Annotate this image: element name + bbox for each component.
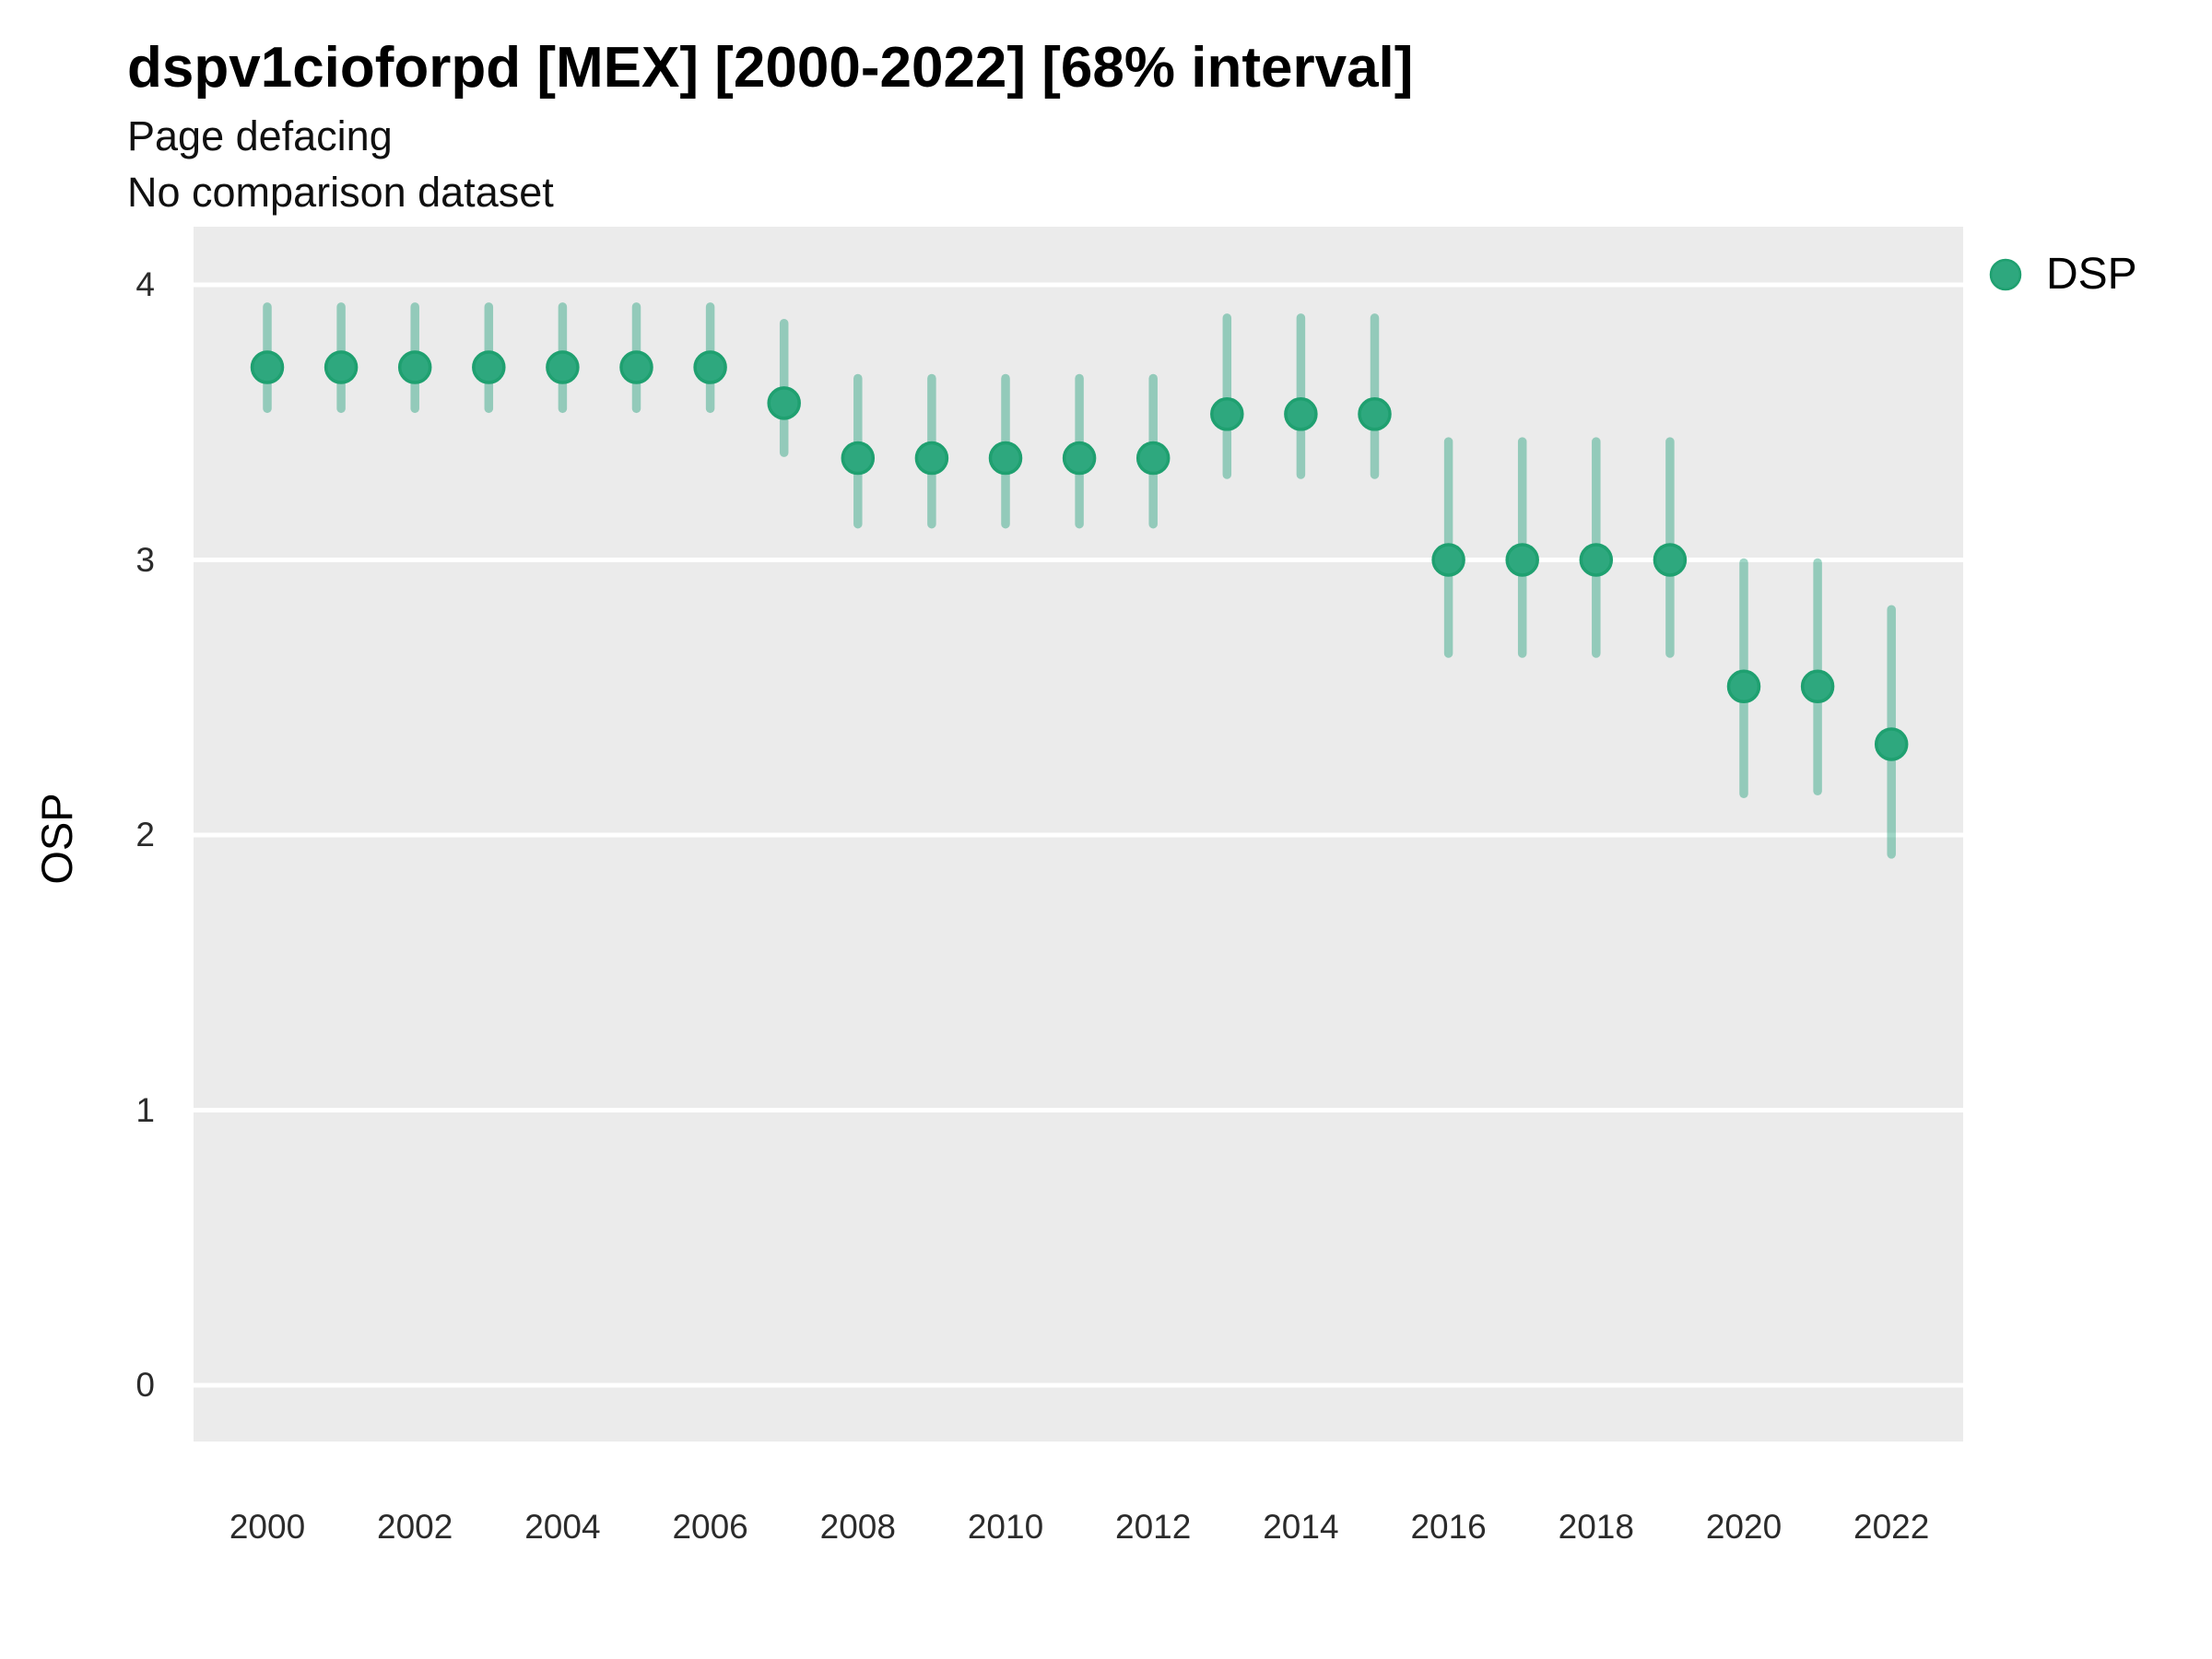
x-tick-label-2006: 2006 xyxy=(672,1508,748,1546)
y-tick-label-3: 3 xyxy=(135,540,155,579)
data-point-2004 xyxy=(546,350,580,384)
chart-subtitle-line1: Page defacing xyxy=(127,112,393,159)
data-point-2012 xyxy=(1135,441,1171,476)
legend: DSP xyxy=(1987,249,2137,300)
x-tick-label-2002: 2002 xyxy=(377,1508,453,1546)
x-tick-label-2016: 2016 xyxy=(1410,1508,1487,1546)
y-axis-title: OSP xyxy=(31,793,81,885)
data-point-2005 xyxy=(619,350,653,384)
x-tick-label-2000: 2000 xyxy=(229,1508,306,1546)
y-tick-label-4: 4 xyxy=(135,265,155,303)
x-tick-label-2008: 2008 xyxy=(819,1508,896,1546)
data-point-2015 xyxy=(1358,397,1392,431)
data-point-2017 xyxy=(1505,543,1539,577)
chart-subtitle-line2: No comparison dataset xyxy=(127,169,554,216)
data-point-2008 xyxy=(841,441,876,476)
data-point-2011 xyxy=(1062,441,1097,476)
data-point-2013 xyxy=(1210,397,1244,431)
data-point-2007 xyxy=(767,386,801,420)
data-point-2002 xyxy=(397,350,432,384)
legend-item-label: DSP xyxy=(2046,250,2137,299)
x-tick-label-2004: 2004 xyxy=(524,1508,601,1546)
data-point-2019 xyxy=(1653,543,1688,577)
x-tick-label-2014: 2014 xyxy=(1263,1508,1339,1546)
x-tick-label-2022: 2022 xyxy=(1853,1508,1930,1546)
data-point-2000 xyxy=(250,350,285,384)
data-point-2001 xyxy=(324,350,359,384)
y-tick-label-2: 2 xyxy=(135,816,155,853)
data-point-2003 xyxy=(472,350,506,384)
data-point-2010 xyxy=(988,441,1023,476)
legend-swatch-dsp-icon xyxy=(1989,258,2022,290)
data-point-2020 xyxy=(1726,669,1761,704)
y-tick-label-1: 1 xyxy=(135,1090,155,1129)
y-tick-label-0: 0 xyxy=(135,1366,155,1404)
data-point-2006 xyxy=(693,350,727,384)
x-tick-label-2012: 2012 xyxy=(1115,1508,1192,1546)
x-tick-label-2010: 2010 xyxy=(967,1508,1044,1546)
data-point-2022 xyxy=(1874,727,1909,761)
data-point-2014 xyxy=(1284,397,1318,431)
data-point-2009 xyxy=(914,441,949,476)
x-tick-label-2020: 2020 xyxy=(1705,1508,1783,1546)
data-point-2021 xyxy=(1800,669,1835,704)
data-point-2016 xyxy=(1431,543,1465,577)
chart-title: dspv1cioforpd [MEX] [2000-2022] [68% int… xyxy=(127,36,1414,100)
data-point-2018 xyxy=(1579,543,1614,577)
x-tick-label-2018: 2018 xyxy=(1558,1508,1634,1546)
